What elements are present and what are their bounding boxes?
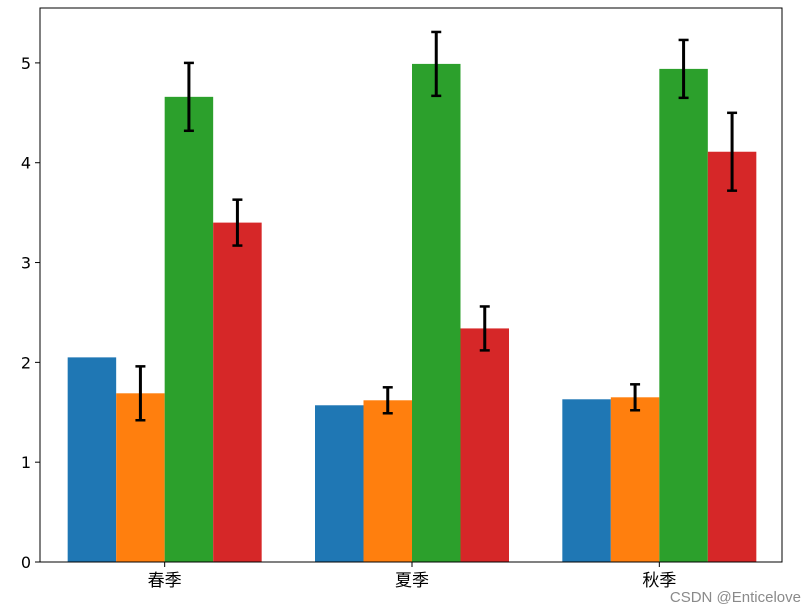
bar-series2-3: [610, 397, 660, 562]
y-tick-label: 0: [21, 553, 31, 572]
y-axis: 0 1 2 3 4 5: [21, 54, 40, 572]
x-tick-label: 秋季: [642, 571, 676, 591]
bar-series4-1: [213, 222, 262, 563]
bar-series1-1: [67, 357, 117, 562]
error-bar-series3-2: [431, 30, 442, 98]
error-bar-series4-1: [232, 198, 243, 247]
error-bar-series4-3: [727, 111, 738, 192]
error-bar-series2-1: [135, 365, 146, 422]
y-tick-label: 1: [21, 453, 31, 472]
error-bar-series4-2: [479, 305, 490, 352]
watermark: CSDN @Enticelove: [669, 589, 801, 606]
error-bar-series3-1: [183, 61, 194, 133]
bar-series1-3: [562, 399, 611, 562]
x-axis: 春季 夏季 秋季: [148, 562, 676, 591]
y-tick-label: 5: [21, 54, 31, 73]
error-bar-series3-3: [678, 38, 689, 100]
x-tick-label: 春季: [148, 571, 182, 591]
bars-layer: [67, 63, 757, 563]
bar-series3-3: [659, 68, 708, 562]
error-bar-series2-3: [630, 383, 641, 412]
y-tick-label: 3: [21, 254, 31, 273]
bar-series3-1: [164, 96, 214, 562]
bar-series4-2: [460, 328, 509, 562]
error-bar-series2-2: [382, 386, 393, 415]
x-tick-label: 夏季: [395, 571, 429, 591]
y-tick-label: 2: [21, 353, 31, 372]
bar-series4-3: [707, 151, 757, 563]
error-bars-layer: [135, 30, 738, 422]
bar-series3-2: [412, 63, 461, 563]
y-tick-label: 4: [21, 154, 31, 173]
plot-frame: [39, 7, 783, 563]
bar-series1-2: [315, 405, 364, 562]
bar-series2-2: [363, 400, 412, 562]
